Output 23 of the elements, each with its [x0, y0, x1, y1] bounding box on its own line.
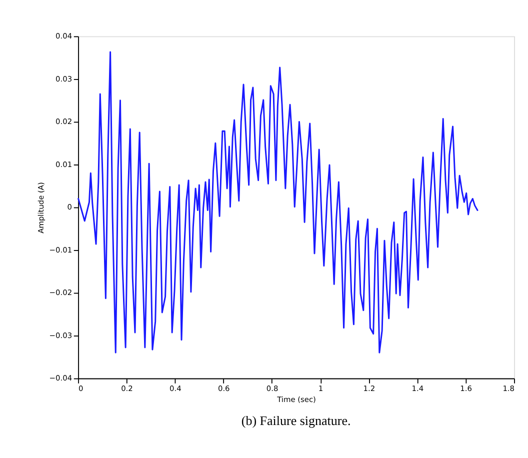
y-tick-label: 0 — [67, 202, 72, 212]
x-tick-label: 0.6 — [218, 384, 230, 393]
line-series — [78, 51, 478, 354]
x-tick-label: 1.4 — [412, 384, 424, 393]
y-tick-label: −0.01 — [49, 245, 72, 254]
x-tick-label: 1 — [318, 384, 324, 393]
x-tick-label: 0.8 — [266, 384, 278, 393]
y-tick-label: −0.02 — [49, 288, 72, 298]
y-tick-label: 0.01 — [56, 160, 72, 169]
x-tick-label: 1.6 — [460, 384, 472, 393]
y-axis-title: Amplitude (A) — [36, 182, 46, 234]
text: (b) Failure signature. — [241, 412, 351, 428]
x-tick-label: 0.2 — [121, 384, 133, 393]
x-tick-label: 1.8 — [502, 384, 515, 393]
x-tick-label: 1.2 — [363, 384, 376, 393]
y-tick-label: 0.04 — [56, 32, 72, 41]
x-axis-title: Time (sec) — [276, 395, 316, 404]
x-tick-label: 0 — [78, 384, 84, 393]
y-tick-label: −0.03 — [49, 330, 72, 340]
y-tick-label: −0.04 — [49, 374, 72, 383]
y-tick-label: 0.02 — [56, 117, 72, 126]
y-tick-label: 0.03 — [56, 74, 72, 84]
x-tick-label: 0.4 — [170, 384, 182, 393]
